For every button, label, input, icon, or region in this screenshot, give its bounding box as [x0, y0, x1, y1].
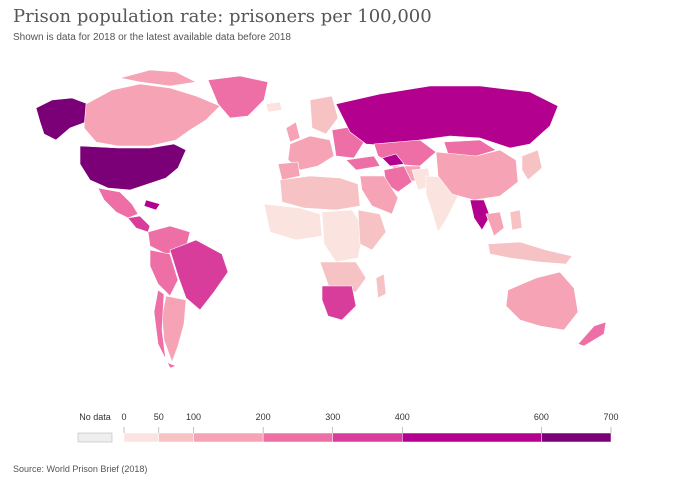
region-south-africa[interactable]	[321, 285, 357, 321]
region-central-africa[interactable]	[321, 209, 365, 263]
legend-tick-label-5: 400	[395, 412, 410, 422]
region-mexico[interactable]	[97, 187, 139, 219]
region-argentina[interactable]	[161, 295, 187, 363]
legend-tick-label-0: 0	[121, 412, 126, 422]
region-madagascar[interactable]	[375, 273, 387, 299]
legend-bin-0	[123, 432, 160, 443]
region-korea-japan[interactable]	[521, 149, 543, 181]
region-east-africa[interactable]	[357, 209, 387, 251]
region-canada-islands[interactable]	[119, 69, 197, 87]
chart-subtitle: Shown is data for 2018 or the latest ava…	[13, 32, 291, 43]
region-scandinavia[interactable]	[309, 95, 339, 135]
region-southern-africa[interactable]	[319, 261, 367, 293]
region-indonesia[interactable]	[487, 241, 573, 265]
region-turkey[interactable]	[345, 155, 381, 171]
region-west-africa[interactable]	[263, 203, 323, 241]
region-australia[interactable]	[505, 271, 579, 331]
region-thailand[interactable]	[469, 199, 491, 231]
legend-tick-label-2: 100	[186, 412, 201, 422]
region-caribbean[interactable]	[143, 199, 161, 211]
legend-tick-label-6: 600	[534, 412, 549, 422]
region-greenland[interactable]	[207, 75, 269, 119]
region-canada[interactable]	[83, 83, 221, 147]
region-china[interactable]	[435, 149, 519, 201]
legend-no-data-swatch	[77, 432, 113, 443]
region-chile[interactable]	[153, 289, 177, 369]
region-peru-bolivia[interactable]	[149, 249, 179, 297]
region-alaska[interactable]	[35, 97, 89, 141]
legend-no-data-label: No data	[79, 412, 111, 422]
legend-tick-label-7: 700	[603, 412, 618, 422]
legend-tick-label-3: 200	[256, 412, 271, 422]
legend-bin-3	[262, 432, 333, 443]
region-caucasus[interactable]	[381, 153, 405, 167]
region-central-america[interactable]	[127, 215, 151, 233]
region-western-europe[interactable]	[287, 135, 335, 171]
region-iceland[interactable]	[265, 101, 283, 113]
legend-bin-4	[332, 432, 403, 443]
region-southeast-asia[interactable]	[485, 211, 505, 237]
region-arabia[interactable]	[359, 175, 399, 215]
legend-bin-6	[541, 432, 612, 443]
chart-source: Source: World Prison Brief (2018)	[13, 464, 148, 474]
region-usa[interactable]	[79, 143, 187, 191]
legend-tick-label-1: 50	[154, 412, 164, 422]
region-new-zealand[interactable]	[577, 321, 607, 347]
legend-bin-5	[402, 432, 542, 443]
legend-bin-2	[193, 432, 264, 443]
region-north-africa[interactable]	[279, 175, 361, 211]
region-russia[interactable]	[335, 85, 559, 149]
region-philippines[interactable]	[509, 209, 523, 231]
legend-bin-1	[158, 432, 194, 443]
region-iberia[interactable]	[277, 161, 301, 181]
region-kazakhstan[interactable]	[373, 139, 437, 167]
region-brazil[interactable]	[169, 239, 229, 311]
region-uk[interactable]	[285, 121, 301, 143]
legend-tick-label-4: 300	[325, 412, 340, 422]
chart-title: Prison population rate: prisoners per 10…	[13, 6, 432, 27]
